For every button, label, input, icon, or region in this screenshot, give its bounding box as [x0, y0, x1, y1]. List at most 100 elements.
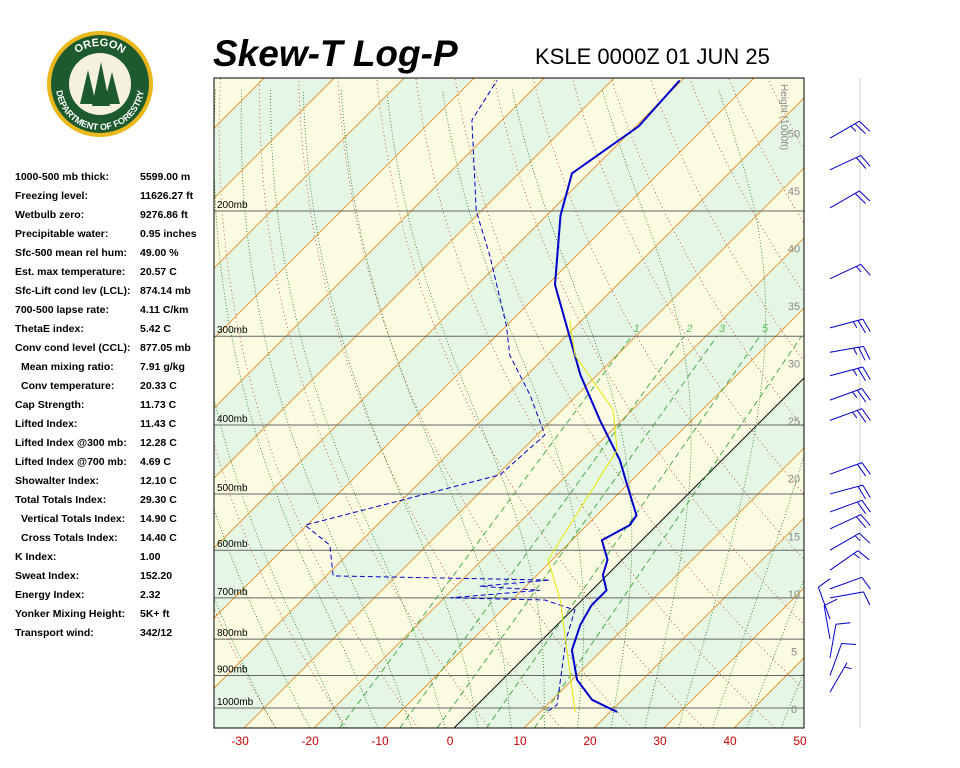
- index-value: 11626.27 ft: [140, 190, 194, 202]
- isotherm: [243, 167, 804, 728]
- index-value: 5.42 C: [140, 323, 171, 335]
- index-value: 152.20: [140, 570, 172, 582]
- mixing-ratio-label: 1: [634, 323, 640, 335]
- mixing-ratio-line: [534, 335, 802, 728]
- isotherm: [214, 78, 335, 199]
- index-label: Energy Index:: [15, 589, 84, 601]
- station-time: KSLE 0000Z 01 JUN 25: [535, 44, 770, 69]
- moist-adiabat: [340, 89, 512, 728]
- isotherm: [383, 307, 804, 728]
- dry-adiabat: [493, 78, 804, 625]
- x-tick-label: 10: [513, 734, 527, 748]
- profile-line: [303, 80, 576, 712]
- index-value: 20.33 C: [140, 380, 177, 392]
- x-tick-label: 20: [583, 734, 597, 748]
- index-value: 5K+ ft: [140, 608, 170, 620]
- moist-adiabat: [302, 89, 479, 728]
- moist-adiabat: [511, 89, 633, 728]
- x-tick-label: -20: [301, 734, 319, 748]
- y-tick-label: 300mb: [217, 325, 248, 336]
- x-tick-label: 30: [653, 734, 667, 748]
- dry-adiabat: [807, 78, 960, 728]
- wind-barb: [823, 598, 838, 640]
- isotherm: [663, 587, 804, 728]
- index-label: Vertical Totals Index:: [21, 513, 125, 525]
- index-label: Transport wind:: [15, 627, 94, 639]
- index-value: 12.10 C: [140, 475, 177, 487]
- isotherm: [214, 78, 405, 269]
- moist-adiabat: [270, 89, 446, 728]
- index-value: 4.69 C: [140, 456, 171, 468]
- index-label: 700-500 lapse rate:: [15, 304, 109, 316]
- index-value: 4.11 C/km: [140, 304, 188, 316]
- moist-adiabat: [678, 89, 767, 728]
- index-label: Lifted Index @700 mb:: [15, 456, 127, 468]
- index-value: 14.90 C: [140, 513, 177, 525]
- index-label: Showalter Index:: [15, 475, 99, 487]
- index-value: 1.00: [140, 551, 161, 563]
- logo-text: OREGON: [72, 37, 127, 56]
- y2-tick-label: 15: [788, 531, 800, 543]
- profile-line: [547, 320, 618, 713]
- isotherm: [214, 97, 804, 689]
- y-tick-label: 900mb: [217, 664, 248, 675]
- wind-barb: [829, 484, 871, 500]
- y2-tick-label: 5: [791, 646, 797, 658]
- y-tick-label: 800mb: [217, 628, 248, 639]
- isotherm-band: [214, 98, 804, 728]
- mixing-ratio-label: 3: [719, 323, 726, 335]
- index-label: Conv temperature:: [21, 380, 114, 392]
- isotherm: [214, 78, 685, 549]
- mixing-ratio-label: 5: [762, 323, 769, 335]
- mixing-ratio-line: [339, 335, 632, 728]
- x-tick-label: 40: [723, 734, 737, 748]
- logo: OREGON DEPARTMENT OF FORESTRY: [47, 31, 153, 137]
- index-value: 7.91 g/kg: [140, 361, 185, 373]
- index-value: 9276.86 ft: [140, 209, 188, 221]
- wind-barb: [829, 154, 871, 171]
- index-label: Mean mixing ratio:: [21, 361, 114, 373]
- index-label: Lifted Index:: [15, 418, 77, 430]
- moist-adiabat: [240, 89, 413, 728]
- y2-tick-label: 20: [788, 474, 800, 486]
- dry-adiabat: [924, 78, 960, 728]
- mixing-ratio-label: 2: [685, 323, 692, 335]
- index-value: 20.57 C: [140, 266, 177, 278]
- wind-barb: [829, 550, 870, 571]
- isotherm: [803, 727, 804, 728]
- logo-tree: [80, 70, 96, 104]
- index-label: Conv cond level (CCL):: [15, 342, 131, 354]
- wind-barb: [829, 662, 852, 693]
- y2-tick-label: 40: [788, 243, 800, 255]
- index-value: 11.43 C: [140, 418, 177, 430]
- isotherm: [874, 78, 960, 728]
- y2-tick-label: 30: [788, 359, 800, 371]
- y-tick-label: 1000mb: [217, 697, 254, 708]
- x-tick-label: -10: [371, 734, 389, 748]
- index-label: Wetbulb zero:: [15, 209, 84, 221]
- wind-barb: [829, 591, 871, 606]
- wind-barb: [817, 578, 831, 620]
- x-tick-label: -30: [231, 734, 249, 748]
- y2-tick-label: 35: [788, 301, 800, 313]
- logo-tree: [92, 62, 110, 106]
- wind-barb: [829, 462, 871, 477]
- x-tick-label: 0: [447, 734, 454, 748]
- wind-barb: [829, 388, 871, 403]
- wind-barb: [829, 576, 871, 590]
- title: Skew-T Log-P: [213, 33, 458, 74]
- index-value: 342/12: [140, 627, 172, 639]
- index-label: Est. max temperature:: [15, 266, 125, 278]
- wind-barb: [829, 318, 871, 334]
- y2-tick-label: 10: [788, 589, 800, 601]
- wind-barb: [829, 408, 871, 423]
- isotherm: [214, 78, 475, 339]
- isotherm: [523, 447, 804, 728]
- y-tick-label: 700mb: [217, 587, 248, 598]
- index-value: 874.14 mb: [140, 285, 191, 297]
- isotherm: [313, 237, 804, 728]
- y-tick-label: 500mb: [217, 483, 248, 494]
- isotherm: [214, 78, 545, 409]
